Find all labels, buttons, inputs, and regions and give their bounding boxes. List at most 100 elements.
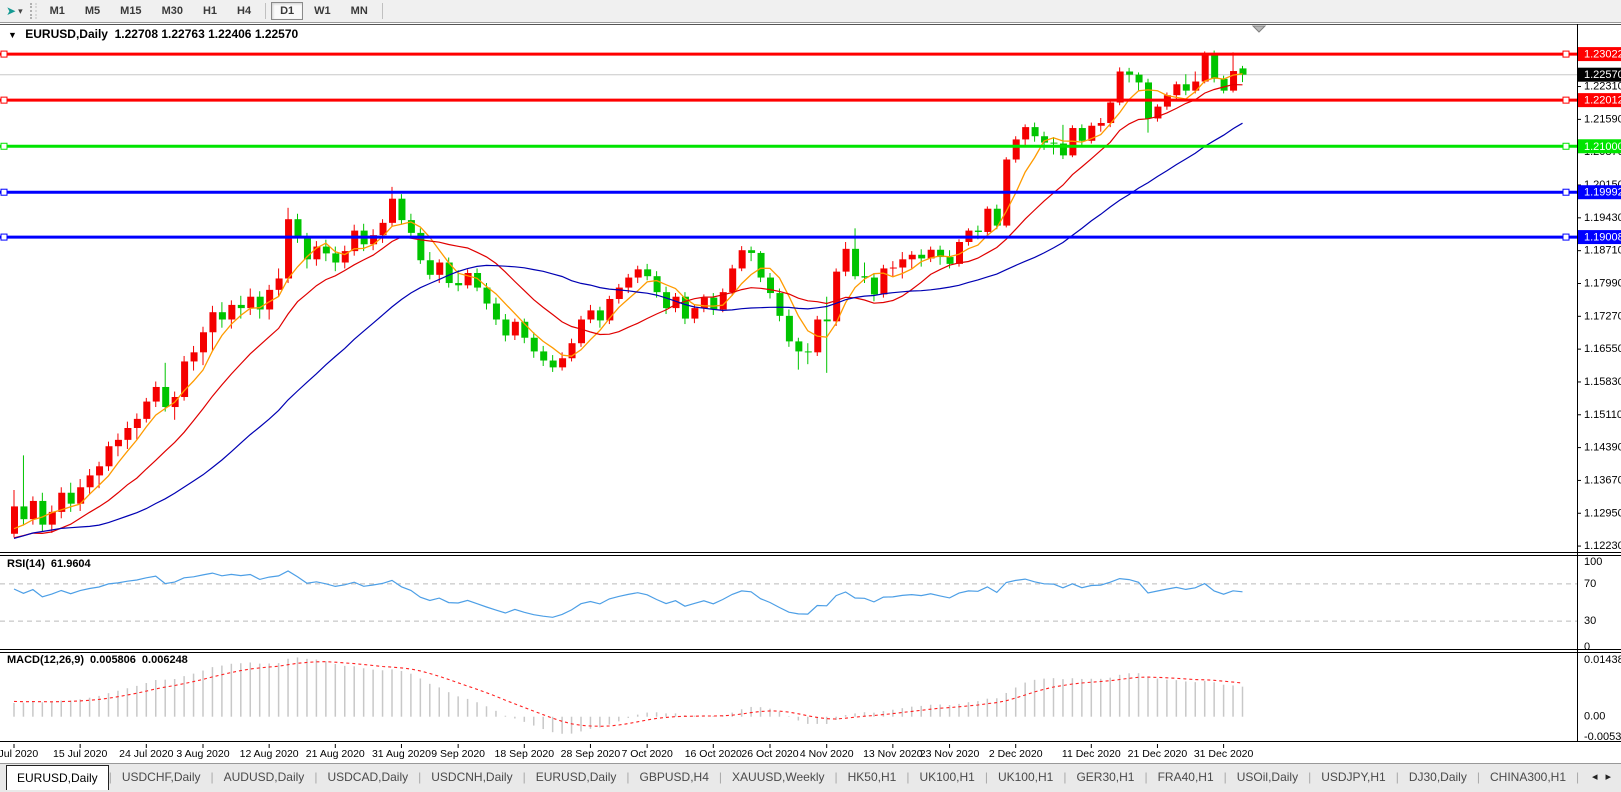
candle-body xyxy=(426,260,434,275)
candle-body xyxy=(795,341,803,352)
axis-tick-label: 1.15830 xyxy=(1584,376,1621,388)
candle-body xyxy=(285,219,293,279)
candle-body xyxy=(748,250,756,253)
chart-tab-gbpusd-h4[interactable]: GBPUSD,H4 xyxy=(639,770,709,784)
timeframe-button-h1[interactable]: H1 xyxy=(202,5,218,17)
horizontal-line-1.21000[interactable] xyxy=(0,142,1577,150)
horizontal-line-1.19992[interactable] xyxy=(0,188,1577,196)
candle-body xyxy=(67,492,75,504)
line-handle[interactable] xyxy=(1562,142,1570,150)
cursor-arrow-icon[interactable]: ➤ xyxy=(6,4,17,18)
price-box xyxy=(1578,67,1621,82)
tab-separator: | xyxy=(834,770,838,784)
chevron-down-icon[interactable]: ▾ xyxy=(18,5,23,16)
rsi-value: 61.9604 xyxy=(50,558,91,570)
candle-body xyxy=(937,249,945,258)
timeframe-button-d1[interactable]: D1 xyxy=(271,2,304,20)
macd-axis-label: 0.00 xyxy=(1584,711,1605,723)
chart-header: ▼ EURUSD,Daily 1.22708 1.22763 1.22406 1… xyxy=(8,27,298,41)
rsi-line xyxy=(13,570,1243,618)
line-handle[interactable] xyxy=(0,142,8,150)
line-handle[interactable] xyxy=(1562,233,1570,241)
candle-body xyxy=(1012,139,1020,160)
line-handle[interactable] xyxy=(0,188,8,196)
current-price-badge: 1.22570 xyxy=(1578,67,1621,82)
tab-separator: | xyxy=(108,770,112,784)
horizontal-line-1.19008[interactable] xyxy=(0,233,1577,241)
candle-body xyxy=(804,351,812,353)
toolbar-separator xyxy=(381,3,383,19)
timeframe-button-m1[interactable]: M1 xyxy=(49,5,65,17)
line-handle[interactable] xyxy=(0,50,8,58)
tab-separator: | xyxy=(626,770,630,784)
candle-body xyxy=(719,292,727,310)
timeframe-button-mn[interactable]: MN xyxy=(350,5,368,17)
axis-tick-label: 1.17990 xyxy=(1584,277,1621,289)
timeframe-button-w1[interactable]: W1 xyxy=(314,5,331,17)
symbol-dropdown-icon[interactable]: ▼ xyxy=(8,30,17,40)
toolbar-grip[interactable] xyxy=(29,3,37,19)
chart-tab-uk100-h1[interactable]: UK100,H1 xyxy=(919,770,975,784)
chart-tab-dj30-daily[interactable]: DJ30,Daily xyxy=(1408,770,1467,784)
tab-separator: | xyxy=(1476,770,1480,784)
timeframe-button-h4[interactable]: H4 xyxy=(237,5,252,17)
candle-body xyxy=(993,208,1001,226)
candle-body xyxy=(1088,125,1096,141)
chart-tab-usoil-daily[interactable]: USOil,Daily xyxy=(1236,770,1299,784)
chart-tab-china300-h1[interactable]: CHINA300,H1 xyxy=(1489,770,1567,784)
candle-body xyxy=(190,352,198,362)
timeframe-button-m15[interactable]: M15 xyxy=(120,5,142,17)
timeframe-button-m30[interactable]: M30 xyxy=(161,5,183,17)
chart-tab-audusd-daily[interactable]: AUDUSD,Daily xyxy=(223,770,305,784)
candle-body xyxy=(247,296,255,309)
rsi-axis-label: 30 xyxy=(1584,615,1596,627)
axis-tick-label: 1.16550 xyxy=(1584,343,1621,355)
candle-body xyxy=(275,278,283,290)
candle-body xyxy=(889,267,897,269)
line-handle[interactable] xyxy=(1562,188,1570,196)
horizontal-line-1.23022[interactable] xyxy=(0,50,1577,58)
tab-separator: | xyxy=(1223,770,1227,784)
horizontal-line-1.22012[interactable] xyxy=(0,96,1577,104)
candle-body xyxy=(1154,106,1162,119)
tab-scroll-right-icon[interactable]: ▸ xyxy=(1605,771,1611,783)
chart-tab-eurusd-daily[interactable]: EURUSD,Daily xyxy=(6,765,109,790)
tab-separator: | xyxy=(718,770,723,784)
chart-tab-usdjpy-h1[interactable]: USDJPY,H1 xyxy=(1321,770,1386,784)
ma-fast-line xyxy=(13,73,1243,530)
timeframe-button-m5[interactable]: M5 xyxy=(84,5,101,17)
candle-body xyxy=(332,253,340,263)
chart-tab-usdcad-daily[interactable]: USDCAD,Daily xyxy=(327,770,409,784)
candle-body xyxy=(58,492,66,512)
candle-body xyxy=(1116,71,1124,103)
candle-body xyxy=(77,487,85,504)
chart-tab-fra40-h1[interactable]: FRA40,H1 xyxy=(1157,770,1214,784)
axis-tick-label: 1.22310 xyxy=(1584,81,1621,93)
level-price-badge: 1.19008 xyxy=(1578,230,1621,245)
candle-body xyxy=(984,208,992,232)
chart-tab-ger30-h1[interactable]: GER30,H1 xyxy=(1076,770,1135,784)
chart-tab-xauusd-weekly[interactable]: XAUUSD,Weekly xyxy=(732,770,825,784)
line-handle[interactable] xyxy=(0,96,8,104)
date-tick-label: 12 Aug 2020 xyxy=(240,748,299,760)
chart-canvas[interactable]: 1.223101.215901.208701.201501.194301.187… xyxy=(0,0,1621,762)
tab-scroll-left-icon[interactable]: ◂ xyxy=(1591,771,1598,783)
candle-body xyxy=(738,250,746,269)
candle-body xyxy=(389,198,396,223)
date-tick-label: 24 Jul 2020 xyxy=(119,748,173,760)
chart-tab-usdcnh-daily[interactable]: USDCNH,Daily xyxy=(431,770,513,784)
candle-body xyxy=(625,277,633,288)
candle-body xyxy=(11,506,18,534)
chart-tab-usdchf-daily[interactable]: USDCHF,Daily xyxy=(121,770,201,784)
rsi-axis-label: 70 xyxy=(1584,578,1596,590)
line-handle[interactable] xyxy=(1562,50,1570,58)
candle-body xyxy=(606,298,614,321)
candle-body xyxy=(1031,127,1039,137)
line-handle[interactable] xyxy=(0,233,8,241)
axis-tick-label: 1.14390 xyxy=(1584,442,1621,454)
chart-tab-eurusd-daily[interactable]: EURUSD,Daily xyxy=(535,770,617,784)
chart-tab-uk100-h1[interactable]: UK100,H1 xyxy=(997,770,1054,784)
line-handle[interactable] xyxy=(1562,96,1570,104)
chart-tab-hk50-h1[interactable]: HK50,H1 xyxy=(847,770,897,784)
